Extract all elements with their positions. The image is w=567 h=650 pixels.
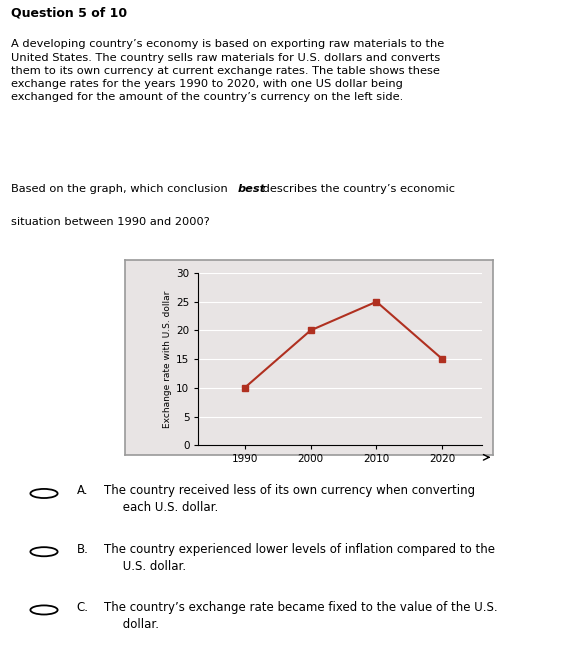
- Text: A developing country’s economy is based on exporting raw materials to the
United: A developing country’s economy is based …: [11, 40, 445, 102]
- Text: describes the country’s economic: describes the country’s economic: [259, 184, 455, 194]
- Text: The country experienced lower levels of inflation compared to the
     U.S. doll: The country experienced lower levels of …: [104, 543, 495, 573]
- Circle shape: [31, 547, 58, 556]
- Text: C.: C.: [77, 601, 88, 614]
- Circle shape: [31, 605, 58, 614]
- Text: The country received less of its own currency when converting
     each U.S. dol: The country received less of its own cur…: [104, 484, 475, 514]
- Text: situation between 1990 and 2000?: situation between 1990 and 2000?: [11, 217, 210, 227]
- Text: B.: B.: [77, 543, 88, 556]
- Text: A.: A.: [77, 484, 88, 497]
- Text: best: best: [237, 184, 265, 194]
- Text: Based on the graph, which conclusion: Based on the graph, which conclusion: [11, 184, 232, 194]
- Y-axis label: Exchange rate with U.S. dollar: Exchange rate with U.S. dollar: [163, 291, 172, 428]
- Text: The country’s exchange rate became fixed to the value of the U.S.
     dollar.: The country’s exchange rate became fixed…: [104, 601, 497, 631]
- Circle shape: [31, 489, 58, 498]
- Text: Question 5 of 10: Question 5 of 10: [11, 6, 128, 20]
